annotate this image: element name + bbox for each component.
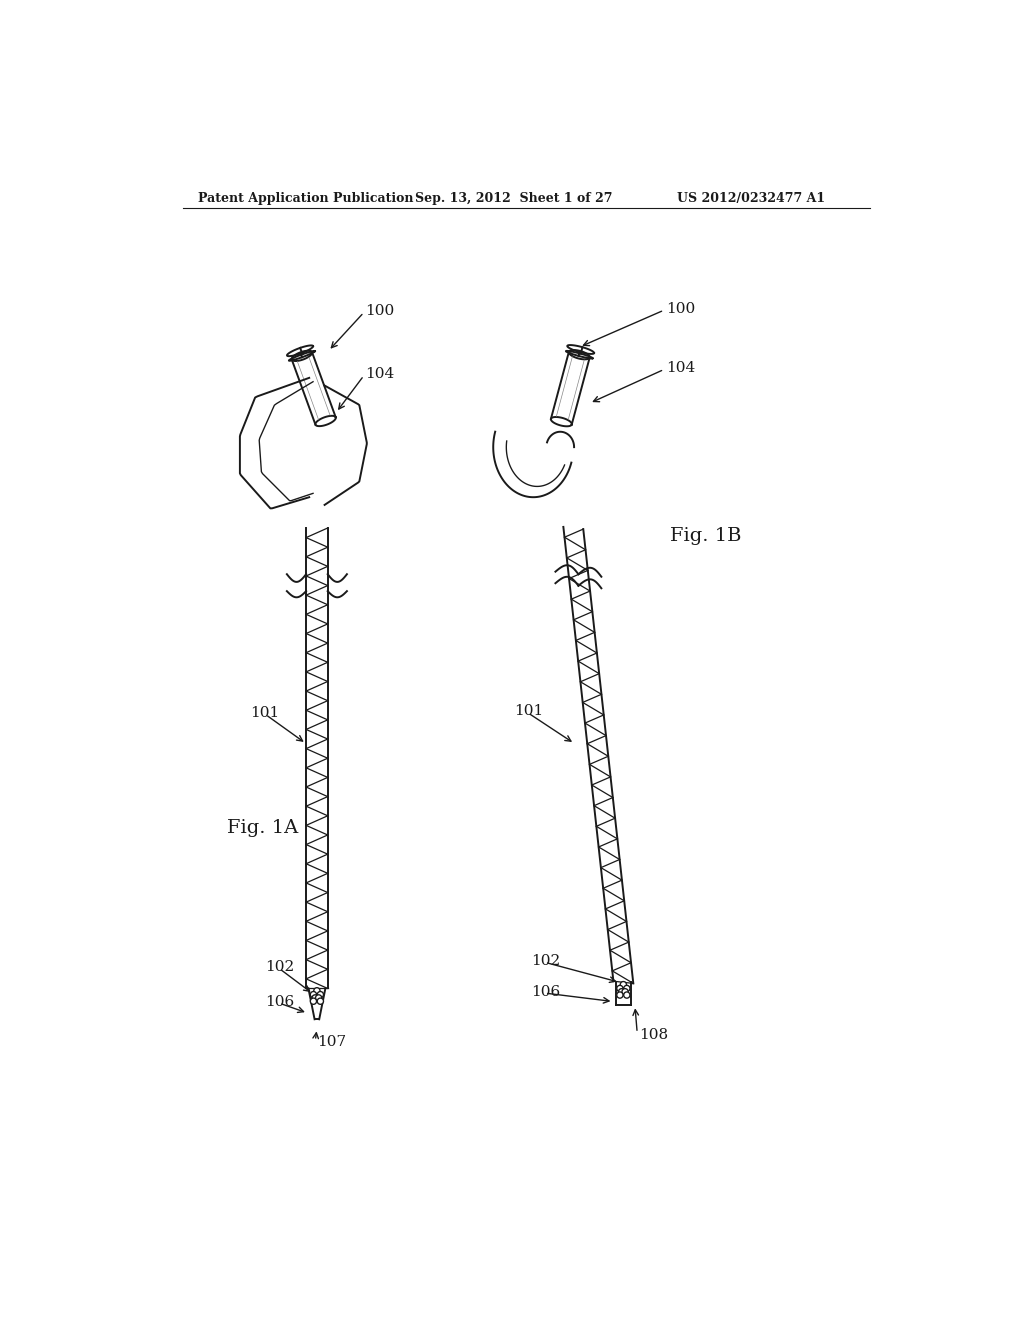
Circle shape [313,987,321,994]
Circle shape [315,995,322,1001]
Text: 102: 102 [265,960,295,974]
Text: Fig. 1A: Fig. 1A [226,820,298,837]
Text: 108: 108 [639,1028,668,1041]
Text: 102: 102 [531,954,560,968]
Text: 106: 106 [531,985,560,998]
Circle shape [616,991,623,998]
Text: Fig. 1B: Fig. 1B [670,527,741,545]
Text: 106: 106 [265,994,295,1008]
Circle shape [624,985,630,991]
Circle shape [622,989,628,995]
Text: Sep. 13, 2012  Sheet 1 of 27: Sep. 13, 2012 Sheet 1 of 27 [416,191,613,205]
Circle shape [624,991,630,998]
Text: 100: 100 [666,301,695,315]
Text: 107: 107 [316,1035,346,1049]
Circle shape [312,995,318,1001]
Text: 100: 100 [366,304,394,318]
Text: Patent Application Publication: Patent Application Publication [199,191,414,205]
Text: US 2012/0232477 A1: US 2012/0232477 A1 [677,191,825,205]
Circle shape [618,989,625,995]
Circle shape [310,991,316,998]
Circle shape [317,998,324,1005]
Text: 104: 104 [666,360,695,375]
Circle shape [621,982,627,987]
Circle shape [317,991,324,998]
Text: 101: 101 [250,706,280,719]
Circle shape [616,985,623,991]
Text: 101: 101 [514,705,544,718]
Text: 104: 104 [366,367,394,381]
Circle shape [310,998,316,1005]
